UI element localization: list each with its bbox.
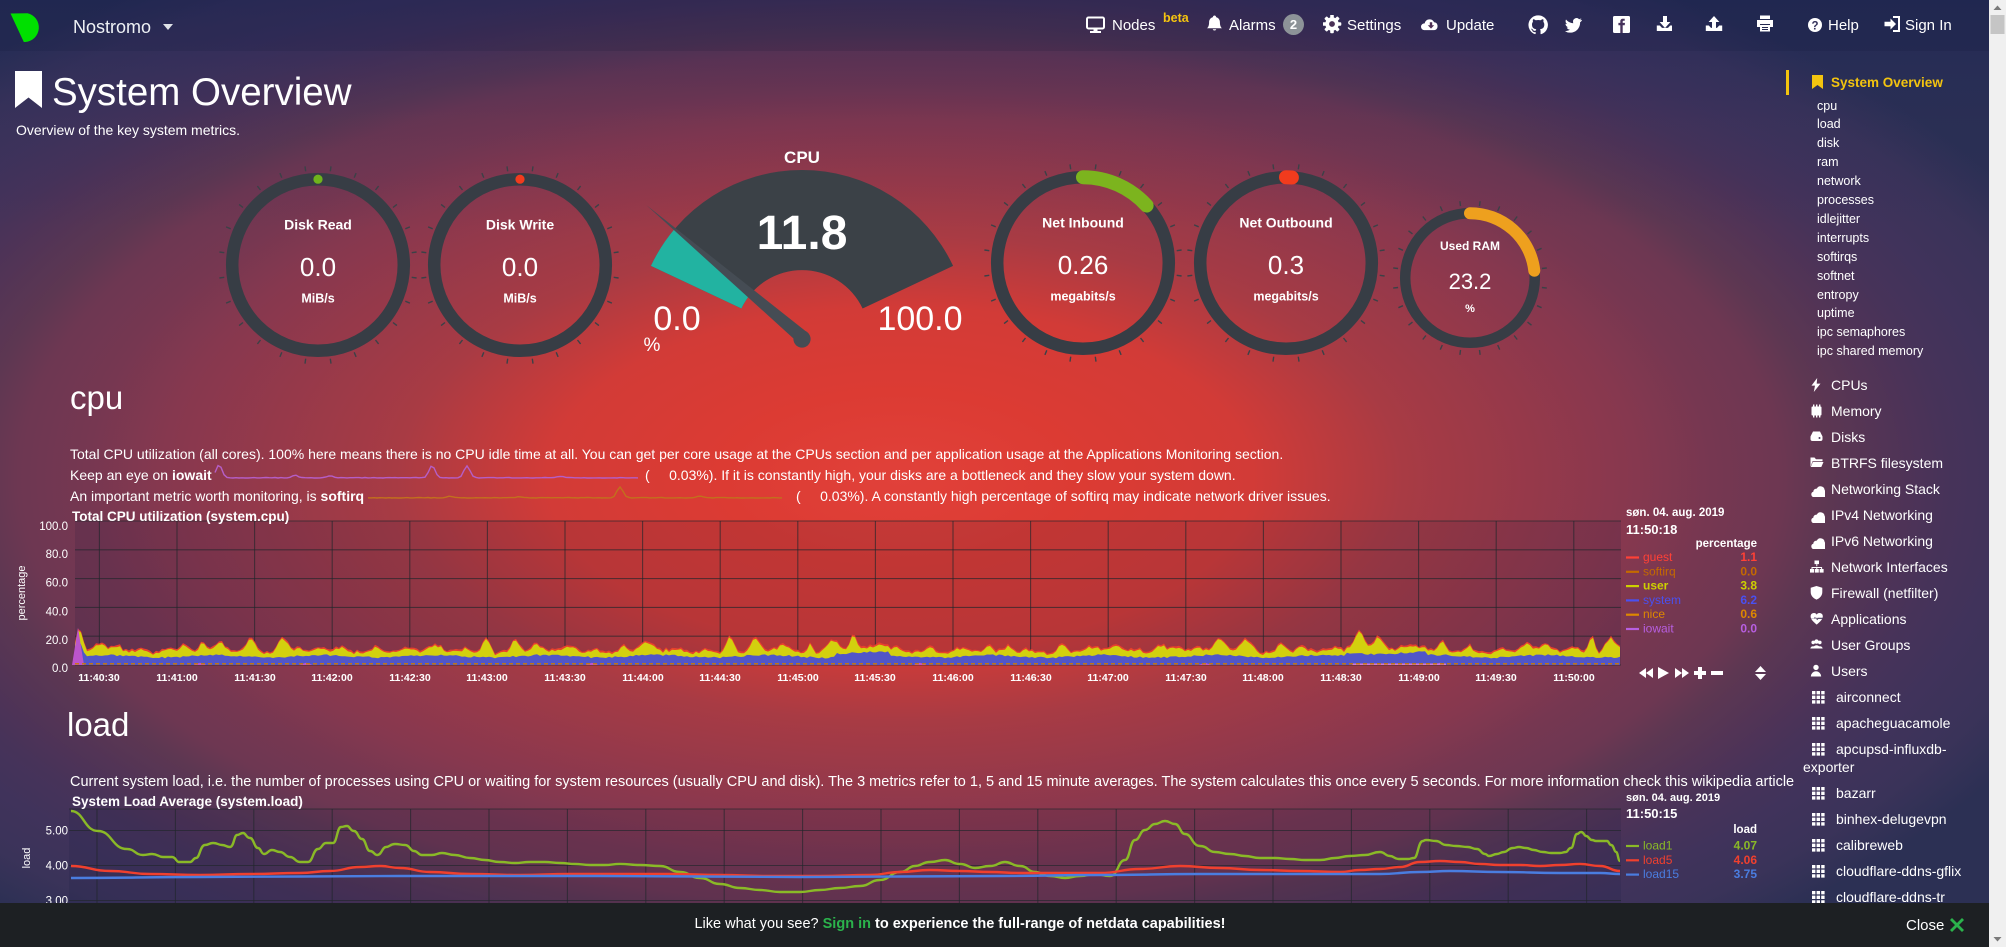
svg-text:0.0: 0.0 (502, 252, 538, 282)
svg-text:%: % (644, 335, 661, 356)
svg-text:CPU: CPU (784, 148, 820, 167)
svg-text:11:43:30: 11:43:30 (544, 672, 586, 684)
svg-text:11:41:30: 11:41:30 (234, 672, 276, 684)
svg-text:user: user (1643, 579, 1669, 593)
svg-text:megabits/s: megabits/s (1253, 290, 1318, 304)
svg-text:11:50:00: 11:50:00 (1553, 672, 1595, 684)
svg-text:MiB/s: MiB/s (503, 292, 536, 306)
svg-text:11:41:00: 11:41:00 (156, 672, 198, 684)
svg-text:4.07: 4.07 (1734, 839, 1758, 853)
svg-text:11:45:00: 11:45:00 (777, 672, 819, 684)
svg-text:23.2: 23.2 (1449, 269, 1492, 294)
svg-text:load5: load5 (1643, 853, 1673, 867)
svg-text:11:45:30: 11:45:30 (854, 672, 896, 684)
svg-text:11:48:30: 11:48:30 (1320, 672, 1362, 684)
svg-text:Net Outbound: Net Outbound (1239, 215, 1332, 231)
svg-text:0.0: 0.0 (52, 663, 68, 675)
svg-text:0.6: 0.6 (1740, 607, 1757, 621)
svg-text:iowait: iowait (1643, 622, 1674, 636)
svg-text:0.0: 0.0 (300, 252, 336, 282)
svg-text:40.0: 40.0 (46, 606, 68, 618)
svg-text:6.2: 6.2 (1740, 593, 1757, 607)
svg-text:11:47:00: 11:47:00 (1087, 672, 1129, 684)
svg-text:4.00: 4.00 (46, 861, 68, 873)
svg-text:0.0: 0.0 (1740, 622, 1757, 636)
svg-text:load: load (21, 848, 33, 869)
svg-text:Disk Read: Disk Read (284, 217, 352, 233)
svg-text:11:43:00: 11:43:00 (466, 672, 508, 684)
svg-text:0.3: 0.3 (1268, 250, 1304, 280)
svg-text:11:42:30: 11:42:30 (389, 672, 431, 684)
svg-text:11:42:00: 11:42:00 (311, 672, 353, 684)
svg-text:load15: load15 (1643, 867, 1679, 881)
svg-text:megabits/s: megabits/s (1050, 290, 1115, 304)
svg-text:11:46:00: 11:46:00 (932, 672, 974, 684)
svg-text:20.0: 20.0 (46, 635, 68, 647)
svg-text:system: system (1643, 593, 1681, 607)
svg-text:3.8: 3.8 (1740, 579, 1757, 593)
svg-text:11:50:15: 11:50:15 (1626, 806, 1677, 821)
svg-text:nice: nice (1643, 607, 1665, 621)
svg-text:percentage: percentage (1696, 538, 1757, 550)
svg-text:softirq: softirq (1643, 564, 1676, 578)
svg-text:Disk Write: Disk Write (486, 217, 554, 233)
svg-text:Net Inbound: Net Inbound (1042, 215, 1124, 231)
svg-text:100.0: 100.0 (39, 521, 68, 533)
svg-text:100.0: 100.0 (877, 300, 962, 338)
svg-text:80.0: 80.0 (46, 549, 68, 561)
svg-text:11:47:30: 11:47:30 (1165, 672, 1207, 684)
svg-text:MiB/s: MiB/s (301, 292, 334, 306)
svg-text:System Load Average (system.lo: System Load Average (system.load) (72, 794, 303, 809)
svg-text:11:48:00: 11:48:00 (1242, 672, 1284, 684)
svg-text:11:49:30: 11:49:30 (1475, 672, 1517, 684)
svg-text:5.00: 5.00 (46, 826, 68, 838)
svg-text:%: % (1465, 303, 1475, 315)
svg-text:11:50:18: 11:50:18 (1626, 522, 1677, 537)
svg-text:guest: guest (1643, 550, 1673, 564)
svg-text:11:40:30: 11:40:30 (78, 672, 120, 684)
svg-text:11.8: 11.8 (757, 207, 848, 260)
svg-text:Used RAM: Used RAM (1440, 239, 1500, 253)
svg-text:load: load (1733, 824, 1757, 836)
svg-text:?: ? (1811, 21, 1818, 33)
svg-text:11:44:00: 11:44:00 (622, 672, 664, 684)
svg-text:percentage: percentage (16, 565, 28, 620)
svg-text:Total CPU utilization (system.: Total CPU utilization (system.cpu) (72, 509, 289, 524)
svg-text:11:44:30: 11:44:30 (699, 672, 741, 684)
svg-text:11:46:30: 11:46:30 (1010, 672, 1052, 684)
svg-text:60.0: 60.0 (46, 578, 68, 590)
svg-text:3.75: 3.75 (1734, 867, 1758, 881)
svg-text:0.0: 0.0 (1740, 564, 1757, 578)
svg-text:4.06: 4.06 (1734, 853, 1758, 867)
svg-text:1.1: 1.1 (1740, 550, 1757, 564)
svg-text:0.0: 0.0 (653, 300, 700, 338)
svg-text:load1: load1 (1643, 839, 1673, 853)
svg-text:søn. 04. aug. 2019: søn. 04. aug. 2019 (1626, 507, 1724, 519)
svg-text:søn. 04. aug. 2019: søn. 04. aug. 2019 (1626, 792, 1720, 804)
svg-text:11:49:00: 11:49:00 (1398, 672, 1440, 684)
svg-text:0.26: 0.26 (1058, 250, 1109, 280)
